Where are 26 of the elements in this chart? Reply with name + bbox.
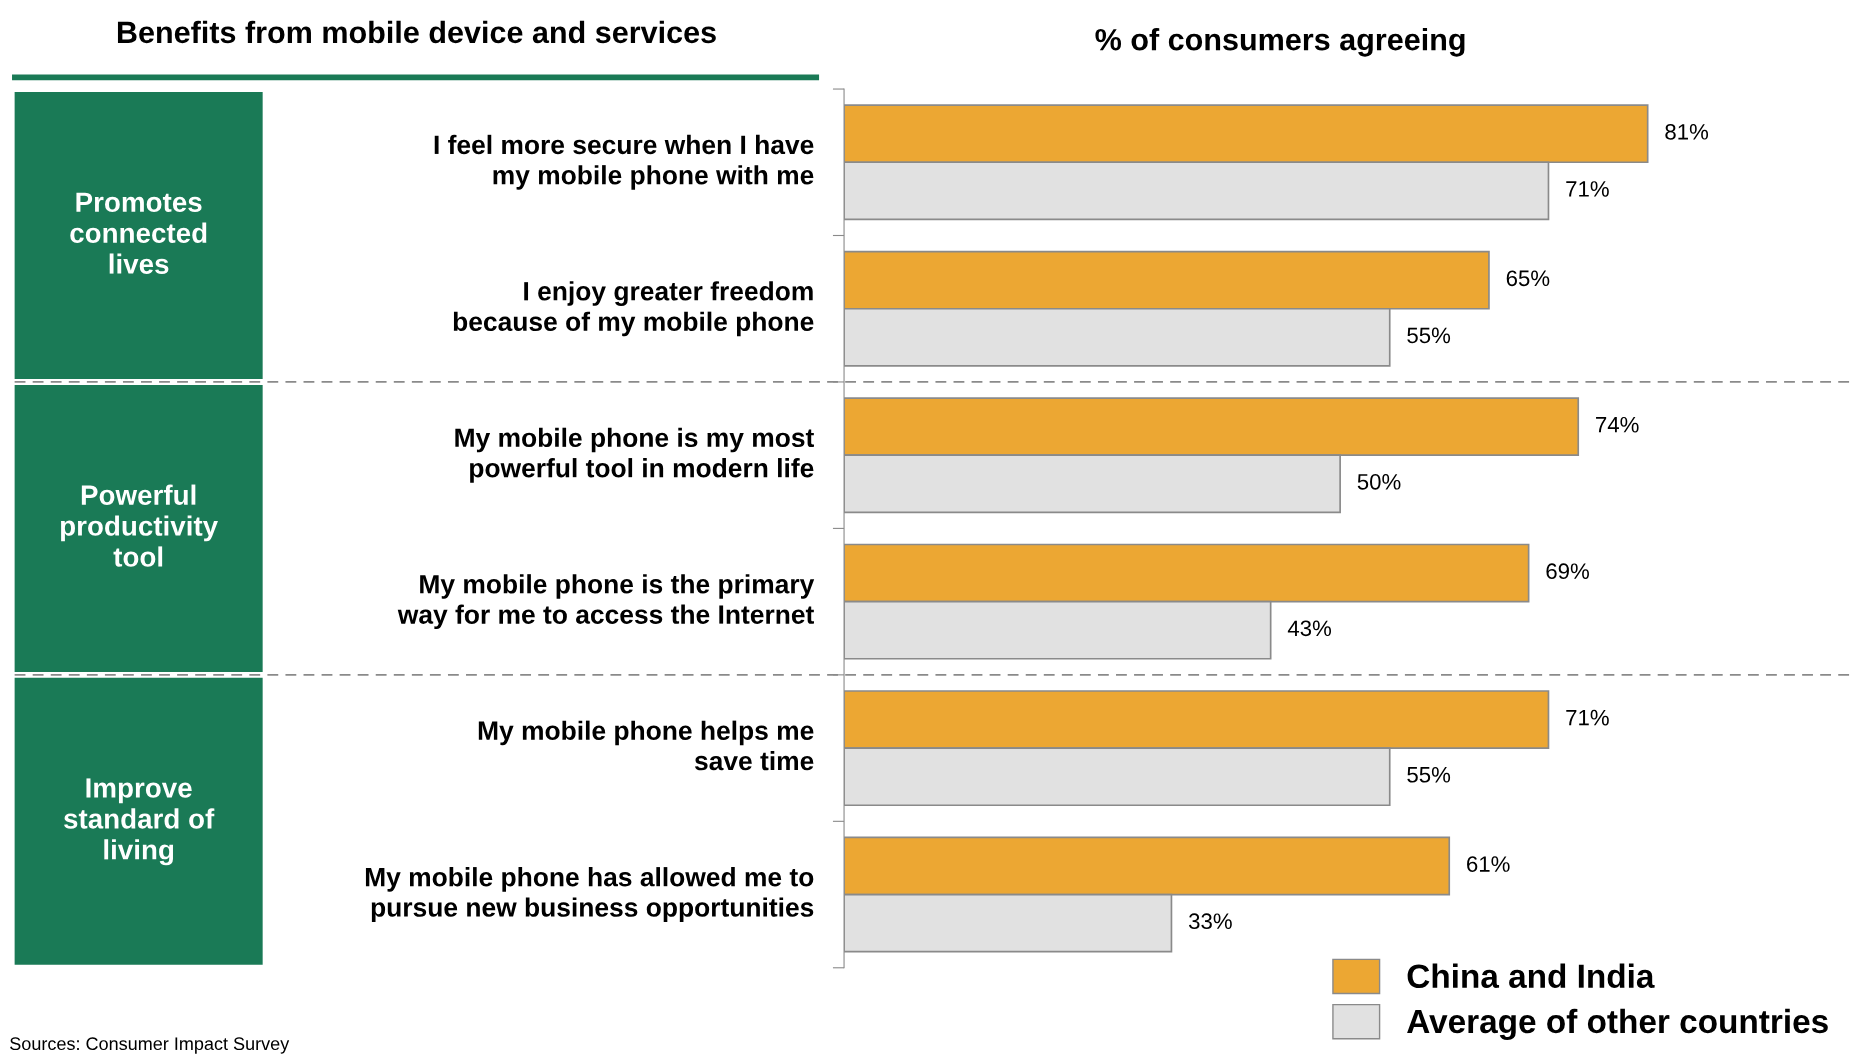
y-tick-label: My mobile phone helps me save time [478, 720, 814, 771]
data-label: 43% [1287, 620, 1332, 637]
y-tick-label: My mobile phone has allowed me to pursue new business opportunities [365, 867, 814, 923]
legend-label: China and India [1407, 963, 1655, 989]
y-tick-label: I enjoy greater freedom because of my mobile phone [453, 281, 814, 337]
text: Powerful productivity tool [61, 484, 218, 567]
text: Promotes connected lives [70, 192, 207, 274]
data-label: 81% [1665, 123, 1709, 140]
y-tick-label: I feel more secure when I have my mobile phone with me [434, 134, 814, 190]
data-label: 61% [1467, 856, 1510, 872]
chart-title: % of consumers agreeing [1095, 28, 1465, 57]
legend-label: Average of other countries [1407, 1008, 1828, 1040]
data-label: 55% [1407, 327, 1451, 344]
data-label: 55% [1407, 766, 1451, 783]
data-label: 33% [1188, 913, 1232, 930]
data-label: 74% [1596, 416, 1639, 433]
source-note: Sources: Consumer Impact Survey [10, 1037, 290, 1054]
text: Improve standard of living [64, 778, 215, 866]
data-label: 65% [1506, 270, 1550, 287]
y-tick-label: My mobile phone is my most powerful tool in modern life [455, 427, 814, 483]
y-axis-title: Benefits from mobile device and services [117, 20, 716, 44]
y-tick-label: My mobile phone is the primary way for me to access the Internet [397, 574, 815, 630]
data-label: 50% [1357, 473, 1401, 490]
data-label: 71% [1566, 181, 1609, 197]
data-label: 69% [1546, 563, 1589, 580]
data-label: 71% [1566, 709, 1609, 726]
